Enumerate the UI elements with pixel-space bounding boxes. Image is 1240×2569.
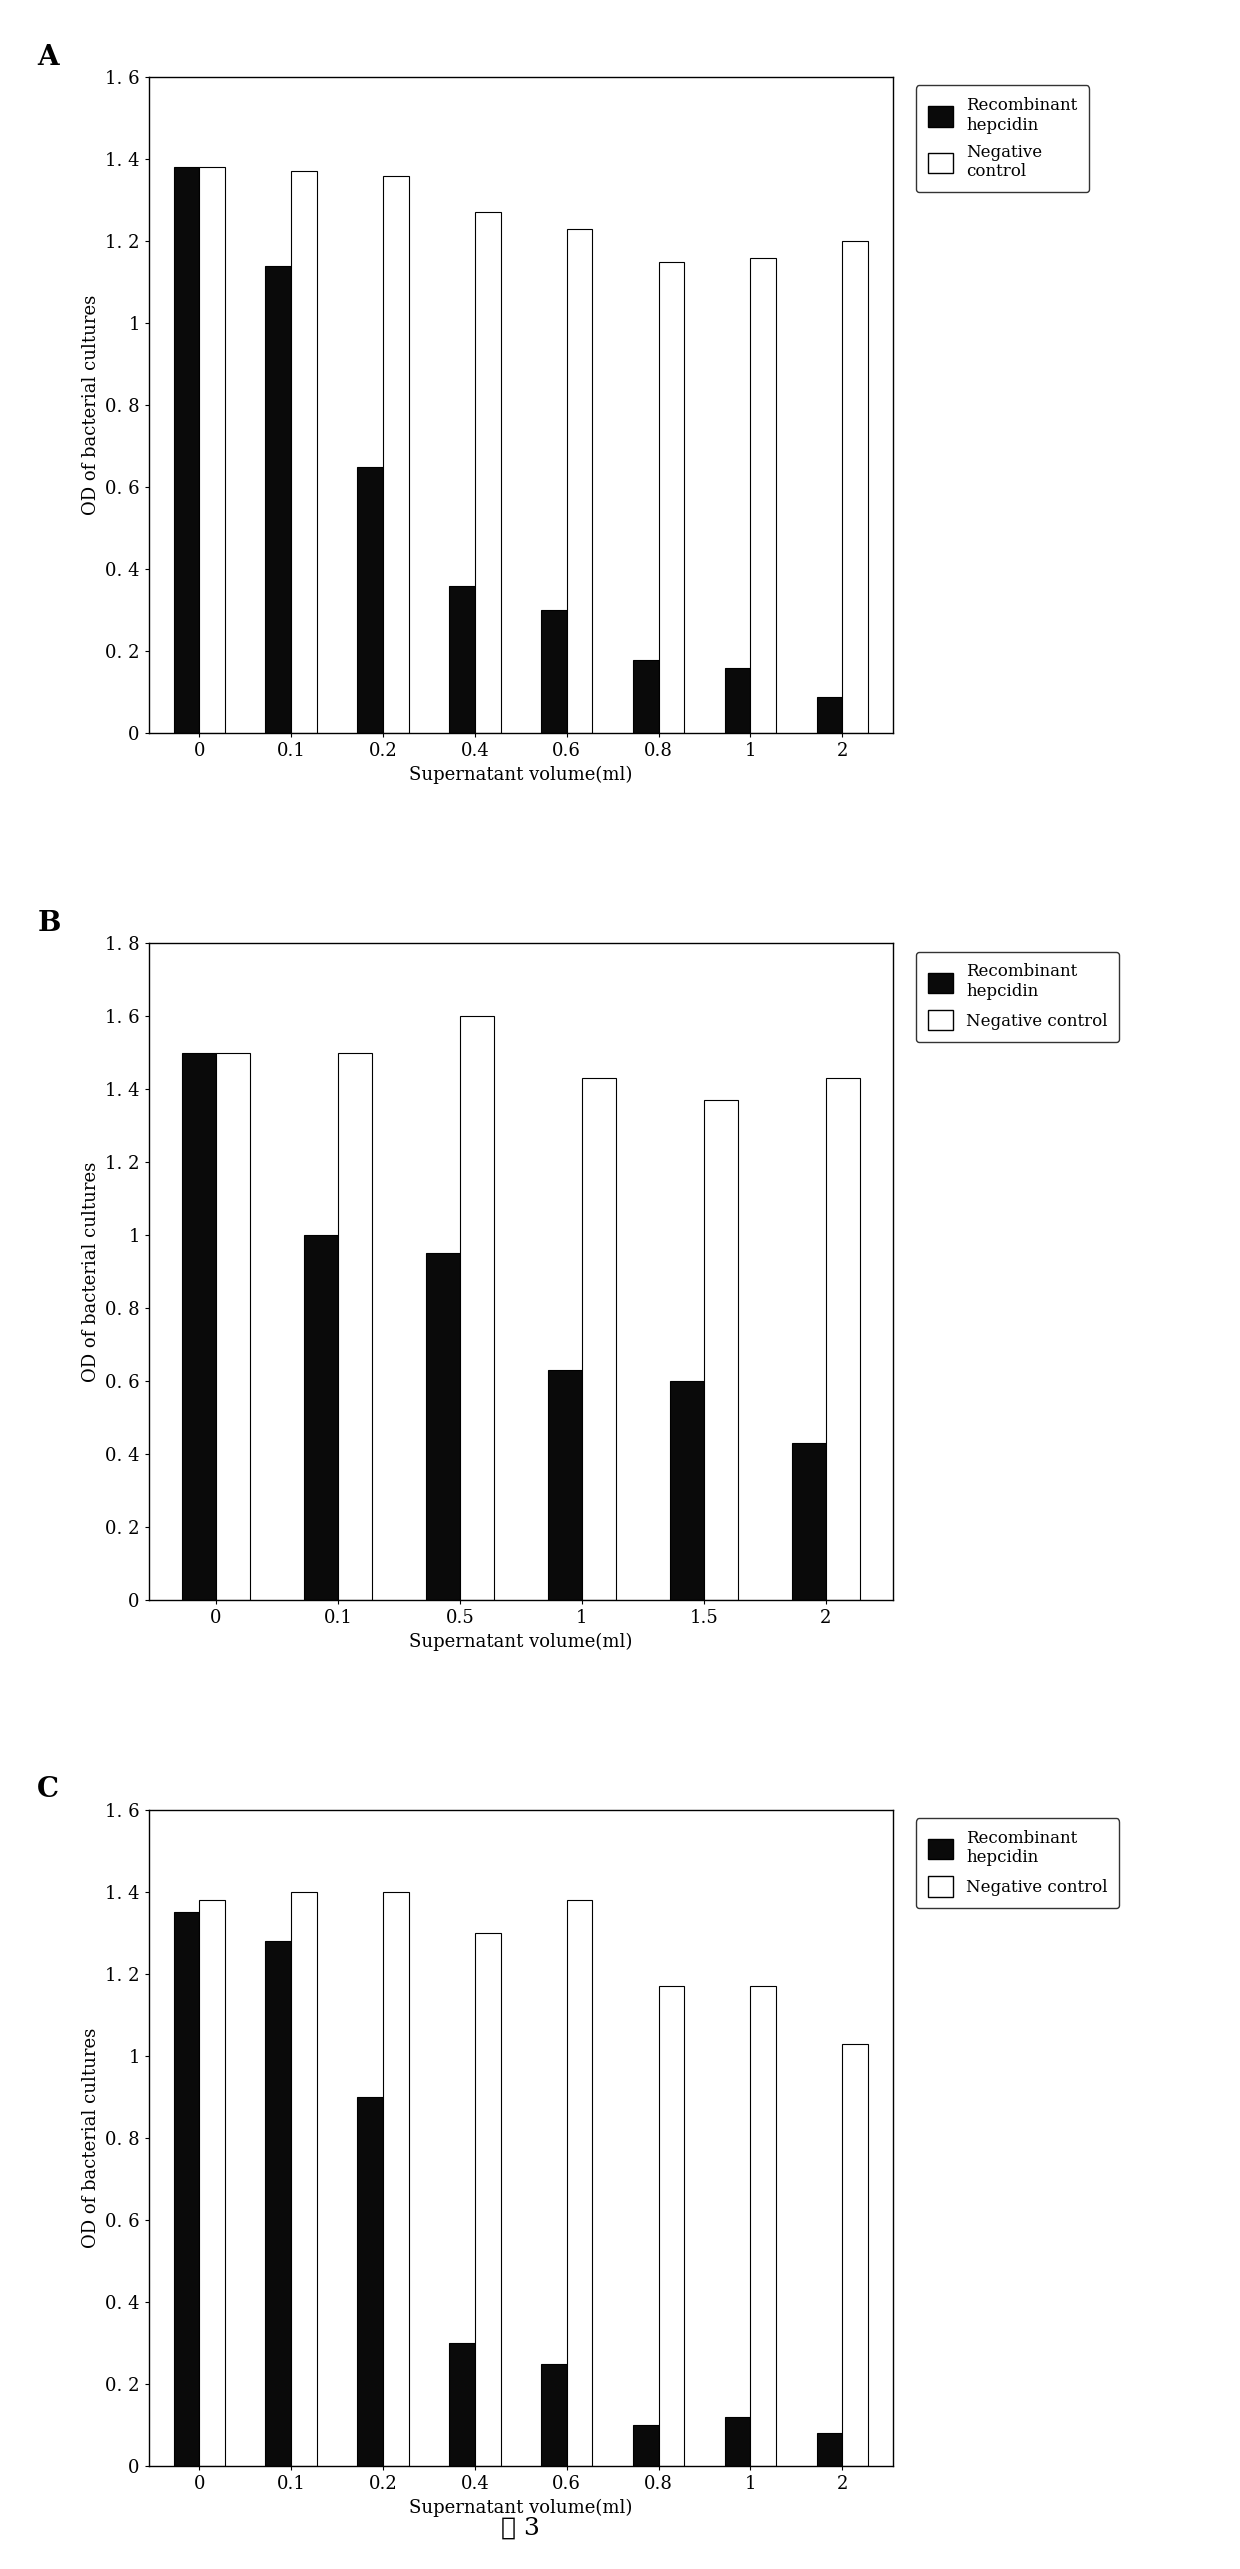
Text: 图 3: 图 3 (501, 2518, 541, 2538)
Bar (216, 1053, 250, 1600)
Bar (817, 2433, 842, 2466)
Bar (291, 172, 317, 732)
Legend: Recombinant
hepcidin, Negative control: Recombinant hepcidin, Negative control (916, 951, 1120, 1043)
Legend: Recombinant
hepcidin, Negative
control: Recombinant hepcidin, Negative control (916, 85, 1089, 193)
Bar (460, 1017, 494, 1600)
Bar (357, 2096, 383, 2466)
Bar (670, 1382, 704, 1600)
Bar (750, 257, 776, 732)
Bar (383, 1891, 409, 2466)
Bar (174, 167, 200, 732)
Bar (658, 1986, 684, 2466)
Text: C: C (37, 1775, 60, 1803)
Bar (383, 175, 409, 732)
Text: A: A (37, 44, 58, 69)
Bar (632, 660, 658, 732)
Bar (658, 262, 684, 732)
Bar (475, 1932, 501, 2466)
Bar (304, 1236, 337, 1600)
Bar (265, 265, 291, 732)
X-axis label: Supernatant volume(ml): Supernatant volume(ml) (409, 766, 632, 784)
Y-axis label: OD of bacterial cultures: OD of bacterial cultures (82, 2027, 99, 2248)
Bar (750, 1986, 776, 2466)
Bar (265, 1942, 291, 2466)
Bar (337, 1053, 372, 1600)
Bar (632, 2425, 658, 2466)
Bar (842, 241, 868, 732)
Bar (291, 1891, 317, 2466)
Bar (724, 668, 750, 732)
Bar (182, 1053, 216, 1600)
Bar (541, 2363, 567, 2466)
Bar (541, 611, 567, 732)
X-axis label: Supernatant volume(ml): Supernatant volume(ml) (409, 1631, 632, 1652)
Y-axis label: OD of bacterial cultures: OD of bacterial cultures (82, 1161, 99, 1382)
Y-axis label: OD of bacterial cultures: OD of bacterial cultures (82, 295, 99, 516)
Bar (357, 468, 383, 732)
Bar (475, 213, 501, 732)
Bar (826, 1079, 859, 1600)
Bar (200, 1901, 224, 2466)
Bar (174, 1911, 200, 2466)
Bar (449, 586, 475, 732)
Bar (425, 1254, 460, 1600)
Bar (200, 167, 224, 732)
X-axis label: Supernatant volume(ml): Supernatant volume(ml) (409, 2500, 632, 2518)
Text: B: B (37, 909, 61, 938)
Bar (704, 1100, 738, 1600)
Bar (817, 696, 842, 732)
Bar (548, 1369, 582, 1600)
Bar (567, 229, 593, 732)
Bar (567, 1901, 593, 2466)
Bar (582, 1079, 616, 1600)
Bar (449, 2343, 475, 2466)
Legend: Recombinant
hepcidin, Negative control: Recombinant hepcidin, Negative control (916, 1819, 1120, 1909)
Bar (724, 2417, 750, 2466)
Bar (842, 2045, 868, 2466)
Bar (791, 1444, 826, 1600)
